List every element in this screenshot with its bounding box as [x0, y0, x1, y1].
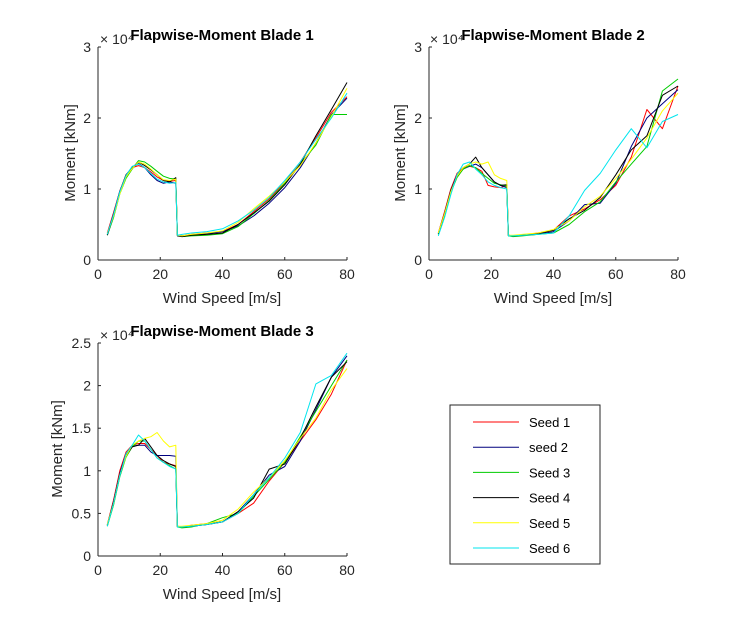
y-tick-label: 1.5 — [72, 420, 92, 436]
plot-area: 0 20 40 60 80 0 0.5 1 1.5 2 2.5 — [72, 335, 355, 578]
y-tick-label: 3 — [414, 39, 422, 55]
y-tick-label: 2.5 — [72, 335, 92, 351]
x-tick-label: 80 — [339, 562, 355, 578]
chart-title: Flapwise-Moment Blade 2 — [461, 27, 644, 44]
series-line-seed-6 — [106, 92, 348, 236]
legend-label: Seed 5 — [529, 516, 570, 531]
plot-area: 0 20 40 60 80 0 1 2 3 — [83, 39, 355, 282]
axis-exponent-label: × 10⁴ — [430, 31, 464, 47]
series-line-seed-6 — [106, 352, 348, 528]
x-tick-label: 80 — [670, 266, 686, 282]
chart-legend: Seed 1 seed 2 Seed 3 Seed 4 Seed 5 Seed 6 — [449, 404, 601, 565]
legend-label: Seed 4 — [529, 491, 570, 506]
x-axis-label: Wind Speed [m/s] — [494, 290, 612, 307]
series-line-seed-6 — [437, 114, 679, 237]
axis-exponent-label: × 10⁴ — [100, 327, 134, 343]
x-tick-label: 40 — [215, 562, 231, 578]
y-axis-label: Moment [kNm] — [49, 400, 66, 498]
y-tick-label: 3 — [83, 39, 91, 55]
y-tick-label: 0 — [83, 252, 91, 268]
y-tick-label: 0 — [83, 548, 91, 564]
x-tick-label: 60 — [608, 266, 624, 282]
x-tick-label: 20 — [152, 562, 168, 578]
x-tick-label: 60 — [277, 266, 293, 282]
y-tick-label: 2 — [83, 378, 91, 394]
x-axis-label: Wind Speed [m/s] — [163, 586, 281, 603]
chart-panel-blade-3: Flapwise-Moment Blade 3 × 10⁴ Wind Speed… — [49, 323, 355, 603]
legend-label: Seed 3 — [529, 465, 570, 480]
plot-background — [429, 47, 678, 260]
y-tick-label: 1 — [83, 463, 91, 479]
plot-area: 0 20 40 60 80 0 1 2 3 — [414, 39, 686, 282]
x-tick-label: 20 — [152, 266, 168, 282]
y-tick-label: 2 — [83, 110, 91, 126]
x-tick-label: 80 — [339, 266, 355, 282]
y-axis-label: Moment [kNm] — [62, 104, 79, 202]
y-axis-label: Moment [kNm] — [392, 104, 409, 202]
plot-background — [98, 343, 347, 556]
chart-panel-blade-1: Flapwise-Moment Blade 1 × 10⁴ Wind Speed… — [62, 27, 355, 307]
y-tick-label: 1 — [414, 181, 422, 197]
y-tick-label: 0.5 — [72, 505, 92, 521]
chart-title: Flapwise-Moment Blade 1 — [130, 27, 313, 44]
x-tick-label: 0 — [94, 266, 102, 282]
x-tick-label: 0 — [94, 562, 102, 578]
axis-exponent-label: × 10⁴ — [100, 31, 134, 47]
chart-title: Flapwise-Moment Blade 3 — [130, 323, 313, 340]
legend-entries: Seed 1 seed 2 Seed 3 Seed 4 Seed 5 Seed 6 — [473, 415, 570, 556]
x-tick-label: 0 — [425, 266, 433, 282]
legend-box — [449, 404, 601, 565]
y-tick-label: 1 — [83, 181, 91, 197]
x-axis-label: Wind Speed [m/s] — [163, 290, 281, 307]
legend-label: seed 2 — [529, 440, 568, 455]
y-tick-label: 2 — [414, 110, 422, 126]
x-tick-label: 20 — [483, 266, 499, 282]
legend-label: Seed 1 — [529, 415, 570, 430]
legend-label: Seed 6 — [529, 541, 570, 556]
x-tick-label: 40 — [546, 266, 562, 282]
y-tick-label: 0 — [414, 252, 422, 268]
x-tick-label: 40 — [215, 266, 231, 282]
chart-panel-blade-2: Flapwise-Moment Blade 2 × 10⁴ Wind Speed… — [392, 27, 686, 307]
x-tick-label: 60 — [277, 562, 293, 578]
